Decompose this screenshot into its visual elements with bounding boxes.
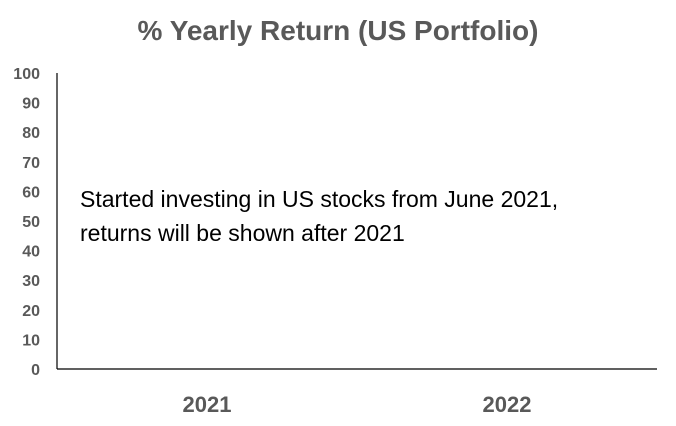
chart-title: % Yearly Return (US Portfolio) [138, 15, 539, 46]
annotation-line: Started investing in US stocks from June… [80, 186, 558, 212]
y-tick-label: 70 [22, 155, 40, 172]
y-tick-label: 90 [22, 96, 40, 113]
y-tick-label: 20 [22, 303, 40, 320]
y-tick-label: 30 [22, 273, 40, 290]
x-category-label: 2022 [483, 392, 532, 417]
y-tick-label: 0 [31, 362, 40, 379]
y-tick-label: 60 [22, 184, 40, 201]
x-category-label: 2021 [183, 392, 232, 417]
y-tick-label: 50 [22, 214, 40, 231]
y-tick-label: 10 [22, 332, 40, 349]
y-tick-label: 100 [13, 66, 40, 83]
y-axis-ticks: 0 10 20 30 40 50 60 70 80 90 100 [13, 66, 40, 379]
annotation-line: returns will be shown after 2021 [80, 220, 405, 246]
y-tick-label: 40 [22, 244, 40, 261]
annotation-text: Started investing in US stocks from June… [80, 186, 558, 246]
y-tick-label: 80 [22, 125, 40, 142]
x-axis-categories: 2021 2022 [183, 392, 532, 417]
